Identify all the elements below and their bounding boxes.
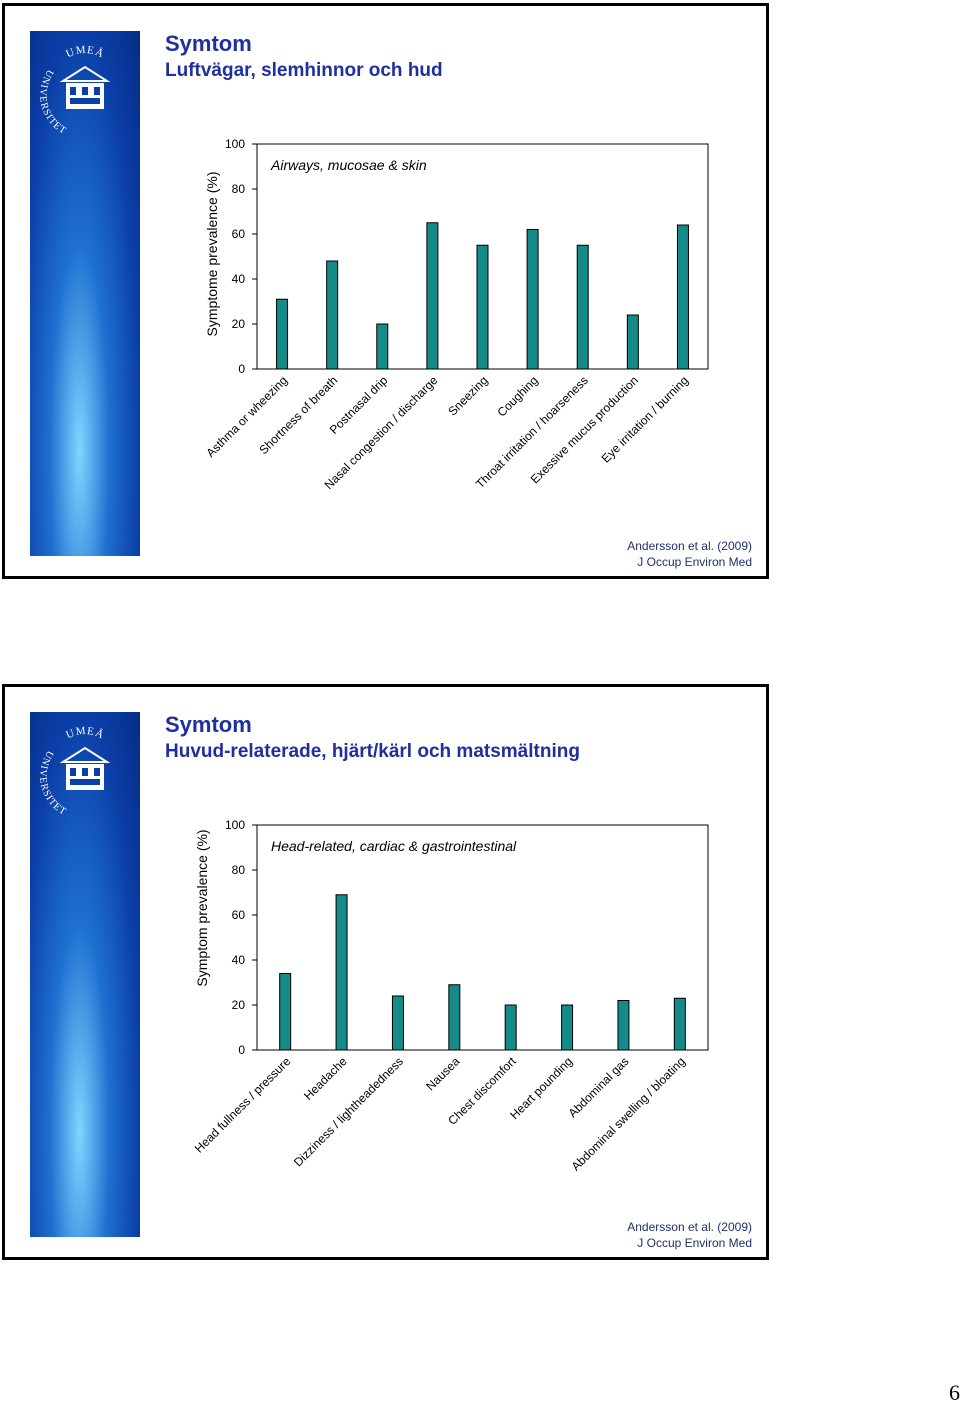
y-axis-label: Symptome prevalence (%) [204, 172, 220, 337]
chart-title: Head-related, cardiac & gastrointestinal [271, 838, 517, 854]
bar [326, 260, 339, 370]
y-tick-label: 80 [232, 863, 246, 877]
y-tick-label: 40 [232, 272, 246, 286]
citation-authors: Andersson et al. (2009) [627, 539, 752, 553]
y-tick-label: 60 [232, 908, 246, 922]
x-tick-label: Coughing [495, 373, 541, 419]
slide-title: Symtom [165, 712, 252, 737]
logo-text-top: UMEÅ [64, 725, 106, 742]
x-tick-label: Sneezing [445, 373, 490, 418]
slide-airways: UMEÅ UNIVERSITET Symtom Luftvägar, slemh… [2, 3, 769, 579]
x-tick-label: Head fullness / pressure [192, 1054, 294, 1156]
citation: Andersson et al. (2009) J Occup Environ … [627, 1219, 752, 1251]
y-tick-label: 100 [225, 137, 245, 151]
y-tick-label: 0 [238, 1043, 245, 1057]
bar [617, 1000, 630, 1051]
bar [476, 244, 489, 370]
page-number: 6 [949, 1380, 960, 1405]
x-tick-label: Dizziness / lightheadedness [291, 1054, 406, 1169]
bar [426, 222, 439, 370]
plot-frame [256, 824, 709, 1051]
slide-subtitle: Luftvägar, slemhinnor och hud [165, 60, 443, 81]
bar [576, 244, 589, 370]
citation: Andersson et al. (2009) J Occup Environ … [627, 538, 752, 570]
bar [376, 323, 389, 370]
bar-chart-airways: 0 20 40 60 80 100 Symptome prevalence (%) Airwa… [203, 137, 709, 492]
x-tick-label: Eye irritation / burning [599, 373, 691, 465]
bar [391, 995, 404, 1051]
y-tick-label: 20 [232, 317, 246, 331]
citation-journal: J Occup Environ Med [637, 1236, 752, 1250]
citation-authors: Andersson et al. (2009) [627, 1220, 752, 1234]
slide-head-cardiac: UMEÅ UNIVERSITET Symtom Huvud-relaterade… [2, 684, 769, 1260]
chart-title: Airways, mucosae & skin [270, 157, 427, 173]
logo-building-icon [59, 65, 111, 109]
sidebar-banner: UMEÅ UNIVERSITET [30, 31, 140, 556]
slide-title-block: Symtom Luftvägar, slemhinnor och hud [165, 30, 443, 84]
bar [448, 984, 461, 1051]
y-tick-label: 60 [232, 227, 246, 241]
bar [279, 973, 292, 1051]
slide-title-block: Symtom Huvud-relaterade, hjärt/kärl och … [165, 711, 580, 765]
bar [276, 298, 289, 370]
citation-journal: J Occup Environ Med [637, 555, 752, 569]
x-tick-label: Nausea [423, 1054, 462, 1093]
bar [526, 229, 539, 370]
y-tick-label: 40 [232, 953, 246, 967]
umea-logo: UMEÅ UNIVERSITET [37, 44, 111, 137]
logo-building-icon [59, 746, 111, 790]
logo-text-side: UNIVERSITET [37, 68, 68, 137]
x-tick-label: Asthma or wheezing [203, 373, 290, 460]
umea-logo: UMEÅ UNIVERSITET [37, 725, 111, 818]
logo-text-side: UNIVERSITET [37, 749, 68, 818]
y-tick-label: 100 [225, 818, 245, 832]
bar [676, 224, 689, 370]
y-tick-label: 80 [232, 182, 246, 196]
slide-title: Symtom [165, 31, 252, 56]
sidebar-banner: UMEÅ UNIVERSITET [30, 712, 140, 1237]
logo-text-top: UMEÅ [64, 44, 106, 61]
slide-subtitle: Huvud-relaterade, hjärt/kärl och matsmäl… [165, 741, 580, 762]
bar [626, 314, 639, 370]
y-axis-label: Symptom prevalence (%) [194, 829, 210, 986]
x-tick-label: Abdominal swelling / bloating [569, 1054, 688, 1173]
bar [335, 894, 348, 1051]
y-tick-label: 20 [232, 998, 246, 1012]
y-tick-label: 0 [238, 362, 245, 376]
bar [504, 1004, 517, 1051]
x-tick-label: Headache [301, 1054, 350, 1103]
bar [561, 1004, 574, 1051]
bar [673, 997, 686, 1051]
bar-chart-head-cardiac: 0 20 40 60 80 100 Symptom prevalence (%) Head-r… [192, 818, 709, 1174]
